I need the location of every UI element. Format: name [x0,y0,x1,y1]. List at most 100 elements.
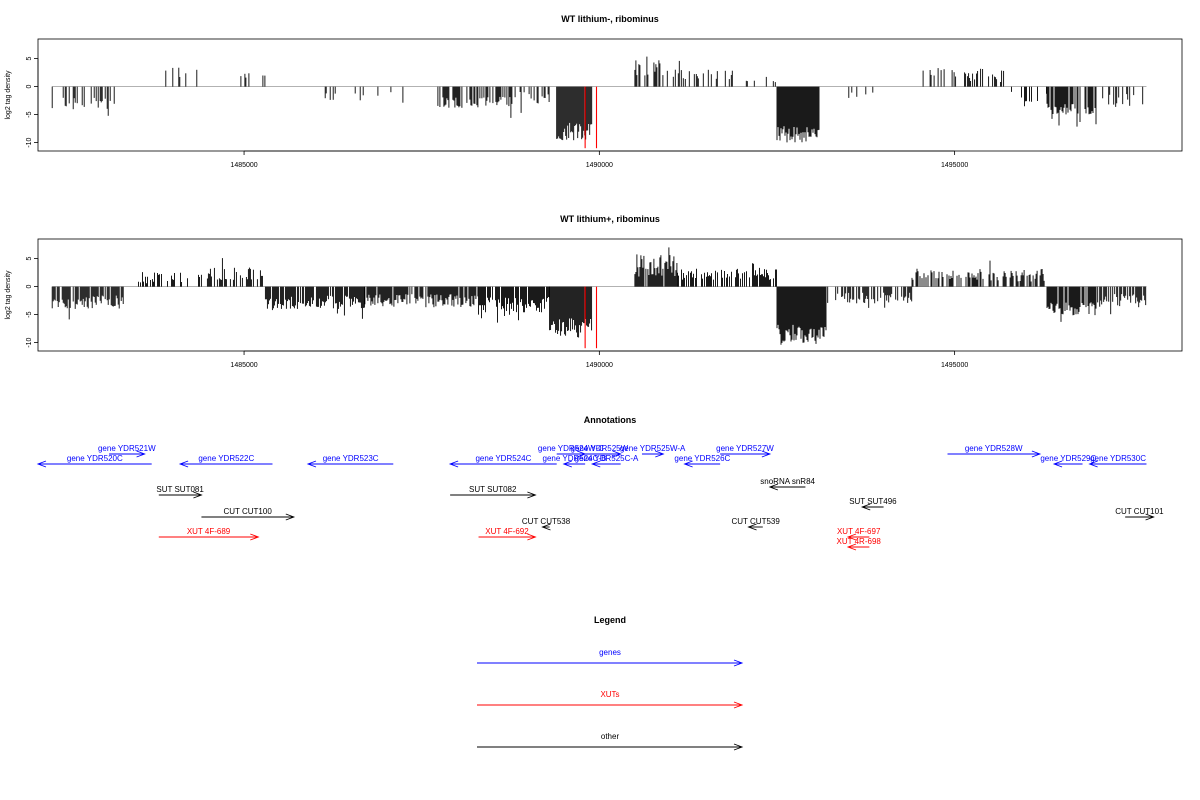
feature-arrow-head [747,523,757,531]
feature-gene-ydr521w: gene YDR521W [98,444,156,458]
feature-sut-sut496: SUT SUT496 [849,497,897,511]
axis-group: 5 0 -5 -10 1485000 1490000 1495000 [26,257,968,369]
y-axis-label: log2 tag density [5,270,12,320]
feature-arrow-head [250,533,260,541]
feature-label: gene YDR524W-C [538,444,604,453]
feature-arrow-head [590,460,601,468]
legend-arrow-head [733,743,744,751]
feature-arrow-head [136,450,146,458]
feature-label: XUT 4F-689 [187,527,231,536]
panel-title: WT lithium+, ribominus [560,214,660,224]
feature-gene-ydr524c-b: gene YDR524C-B [543,454,607,468]
feature-arrow-head [285,513,296,521]
legend: Legend genes XUTs other [477,615,744,751]
x-tick-label: 1495000 [941,162,968,169]
feature-arrow-head [1088,460,1098,468]
feature-arrow-head [193,491,203,499]
y-tick-label: -5 [26,311,33,317]
feature-label: SUT SUT081 [156,485,204,494]
y-tick-label: 0 [26,85,33,89]
feature-arrow-head [178,460,189,468]
legend-label: genes [599,648,621,657]
x-tick-label: 1490000 [586,362,613,369]
feature-label: CUT CUT538 [522,517,571,526]
feature-label: gene YDR528W [965,444,1023,453]
x-tick-label: 1495000 [941,362,968,369]
feature-label: gene YDR521W [98,444,156,453]
legend-arrow-head [733,659,744,667]
feature-gene-ydr528w: gene YDR528W [947,444,1042,458]
x-tick-label: 1485000 [230,162,257,169]
feature-arrow-head [527,491,537,499]
feature-gene-ydr522c: gene YDR522C [178,454,273,468]
feature-cut-cut538: CUT CUT538 [522,517,571,531]
feature-arrow-head [527,533,537,541]
feature-label: XUT 4F-697 [837,527,881,536]
feature-arrow-head [1052,460,1063,468]
legend-label: other [601,732,620,741]
feature-label: XUT 4F-692 [485,527,529,536]
feature-arrow-head [541,523,551,531]
panel-title: WT lithium-, ribominus [561,14,659,24]
feature-arrow-head [448,460,459,468]
feature-label: CUT CUT101 [1115,507,1164,516]
feature-arrow-head [306,460,317,468]
feature-xut-4f-692: XUT 4F-692 [478,527,537,541]
feature-arrow-head [683,460,693,468]
feature-arrow-head [562,460,572,468]
feature-sut-sut082: SUT SUT082 [450,485,537,499]
feature-label: SUT SUT496 [849,497,897,506]
feature-gene-ydr520c: gene YDR520C [36,454,152,468]
plot-frame [37,238,1183,352]
feature-arrow-head [655,450,665,458]
feature-label: gene YDR525C-A [575,454,640,463]
feature-label: gene YDR530C [1090,454,1146,463]
feature-sut-sut081: SUT SUT081 [156,485,204,499]
y-tick-label: -10 [26,337,33,347]
feature-arrow-head [1031,450,1042,458]
feature-arrow-head [768,483,779,491]
y-tick-label: 5 [26,257,33,261]
feature-label: gene YDR522C [198,454,254,463]
feature-label: gene YDR523C [323,454,379,463]
feature-gene-ydr530c: gene YDR530C [1088,454,1147,468]
plot-frame [37,38,1183,152]
feature-gene-ydr526c: gene YDR526C [674,454,731,468]
bar-group [51,247,1147,349]
feature-label: gene YDR527W [716,444,774,453]
density-panel-lithium-minus: WT lithium-, ribominus log2 tag density … [5,14,1183,169]
bar-group [51,56,1147,149]
feature-label: CUT CUT100 [223,507,272,516]
feature-snorna-snr84: snoRNA snR84 [760,477,816,491]
feature-arrow-head [846,533,857,541]
feature-label: gene YDR520C [67,454,123,463]
feature-label: gene YDR529C [1040,454,1096,463]
legend-entry-other: other [477,732,744,751]
feature-label: gene YDR524C-B [543,454,607,463]
feature-label: snoRNA snR84 [760,477,815,486]
feature-arrow-head [612,450,622,458]
density-panel-lithium-plus: WT lithium+, ribominus log2 tag density … [5,214,1183,369]
feature-gene-ydr529c: gene YDR529C [1040,454,1096,468]
feature-label: gene YDR526C [674,454,730,463]
feature-cut-cut101: CUT CUT101 [1115,507,1164,521]
feature-gene-ydr525w: gene YDR525W [571,444,629,458]
feature-arrow-head [36,460,47,468]
feature-label: gene YDR525W-A [620,444,686,453]
feature-arrow-head [1145,513,1155,521]
legend-entry-genes: genes [477,648,744,667]
feature-label: gene YDR524C [475,454,531,463]
feature-arrow-head [860,503,871,511]
y-tick-label: -10 [26,137,33,147]
feature-xut-4r-698: XUT 4R-698 [837,537,881,551]
annotations-title: Annotations [584,415,637,425]
feature-label: CUT CUT539 [732,517,781,526]
legend-entries: genes XUTs other [477,648,744,751]
feature-cut-cut100: CUT CUT100 [201,507,296,521]
feature-gene-ydr525c-a: gene YDR525C-A [575,454,640,468]
legend-title: Legend [594,615,626,625]
feature-label: gene YDR525W [571,444,629,453]
